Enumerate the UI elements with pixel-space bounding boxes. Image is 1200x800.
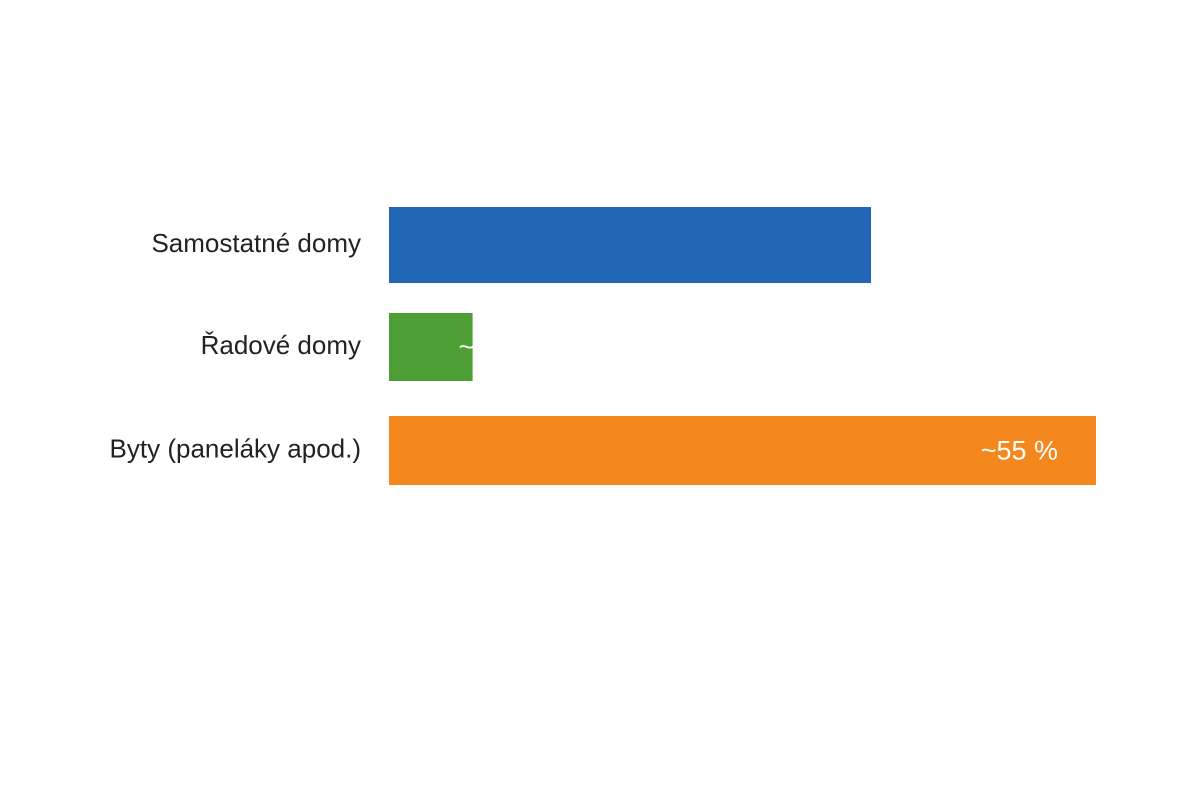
- bar-value-label-2: ~5–8 %: [459, 332, 551, 362]
- bar-1: [389, 207, 871, 283]
- bar-value-label-3: ~55 %: [981, 436, 1058, 466]
- bar-2: [389, 313, 473, 381]
- category-label-2: Řadové domy: [201, 330, 361, 360]
- category-label-3: Byty (paneláky apod.): [110, 434, 361, 464]
- category-label-1: Samostatné domy: [151, 228, 361, 258]
- bar-3: [389, 416, 1096, 485]
- bars-layer: Samostatné domy ~35–40 % Řadové domy ~5–8 %…: [110, 207, 1096, 485]
- bar-value-label-1: ~35–40 %: [923, 230, 1045, 260]
